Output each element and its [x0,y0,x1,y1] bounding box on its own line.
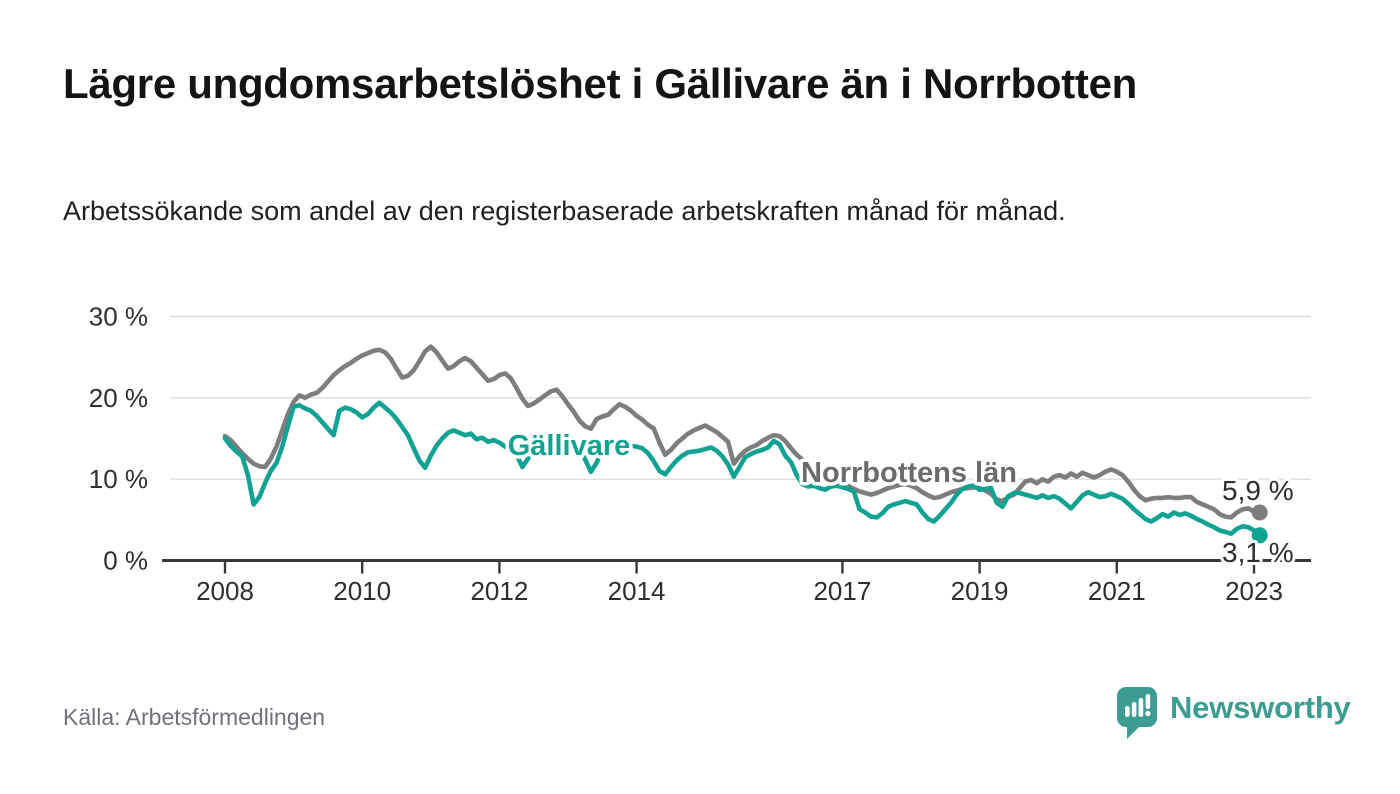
newsworthy-brand: Newsworthy [1117,687,1351,741]
y-tick-label: 10 % [89,464,148,494]
logo-bar-1 [1125,706,1130,717]
gallivare-line [222,400,1262,538]
x-tick-label: 2008 [196,576,254,606]
series-label-gallivare: Gällivare [508,430,631,462]
logo-exclamation-dot [1145,710,1151,717]
x-tick-label: 2019 [951,576,1009,606]
x-tick-label: 2021 [1088,576,1146,606]
x-tick-label: 2014 [608,576,666,606]
logo-bar-3 [1138,698,1144,717]
norrbotten-line [222,344,1262,520]
y-tick-label: 30 % [89,302,148,332]
series-label-norrbotten: Norrbottens län [801,457,1017,489]
page-title: Lägre ungdomsarbetslöshet i Gällivare än… [63,60,1137,107]
newsworthy-wordmark: Newsworthy [1170,690,1351,725]
gallivare-end-dot [1251,527,1268,544]
end-value-norrbotten: 5,9 % [1222,475,1294,506]
speech-bubble-tail [1127,723,1143,739]
end-value-gallivare: 3,1 % [1222,537,1294,568]
newsworthy-logo-icon [1117,687,1157,739]
logo-bar-2 [1131,702,1137,717]
x-tick-label: 2010 [333,576,391,606]
x-tick-label: 2012 [470,576,528,606]
logo-exclamation-bar [1145,694,1151,709]
y-tick-label: 20 % [89,383,148,413]
speech-bubble-shape [1117,687,1157,727]
source-note: Källa: Arbetsförmedlingen [63,704,326,730]
y-tick-label: 0 % [103,546,148,576]
x-tick-label: 2023 [1225,576,1283,606]
norrbotten-end-dot [1251,504,1268,521]
x-tick-label: 2017 [813,576,871,606]
page-subtitle: Arbetssökande som andel av den registerb… [63,196,1066,226]
